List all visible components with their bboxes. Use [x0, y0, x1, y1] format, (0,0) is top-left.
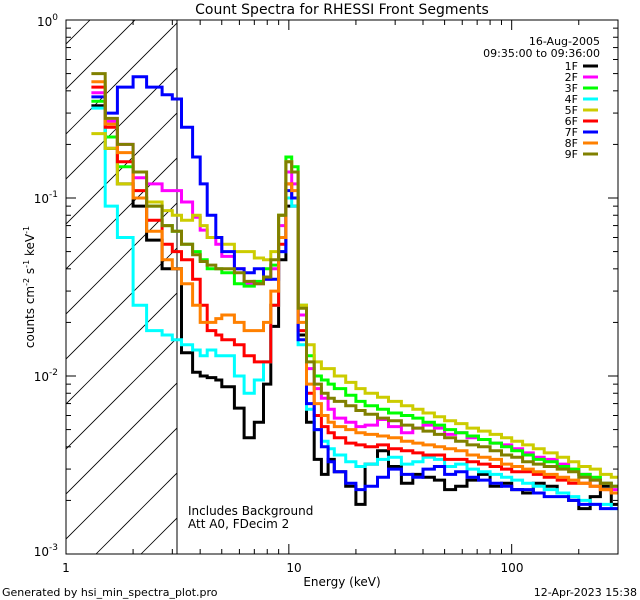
legend-label-7f: 7F	[565, 126, 578, 139]
footer-timestamp: 12-Apr-2023 15:38	[534, 586, 637, 599]
series-9f	[91, 72, 618, 488]
hatch-line	[66, 427, 177, 540]
hatch-line	[66, 112, 177, 225]
legend-label-6f: 6F	[565, 115, 578, 128]
legend-label-3f: 3F	[565, 82, 578, 95]
y-tick-base-1e-2: 10	[34, 370, 49, 384]
hatch-line	[66, 337, 177, 450]
hatch-line	[66, 157, 177, 270]
annotation-background: Includes Background	[188, 504, 313, 518]
series-2f	[91, 91, 618, 492]
hatch-line	[66, 382, 177, 495]
y-tick-exp-1e-3: -3	[49, 543, 58, 553]
series-4f	[91, 106, 618, 511]
y-tick-base-1e0: 10	[37, 15, 52, 29]
x-tick-label-1: 1	[62, 561, 70, 575]
series-7f	[91, 75, 618, 511]
y-tick-label-1e-2: 10-2	[34, 368, 58, 384]
series-3f	[91, 99, 618, 488]
legend-label-5f: 5F	[565, 104, 578, 117]
legend-label-4f: 4F	[565, 93, 578, 106]
y-axis-label: counts cm-2 s-1 keV-1	[22, 226, 37, 348]
legend-label-1f: 1F	[565, 60, 578, 73]
chart-title: Count Spectra for RHESSI Front Segments	[195, 2, 489, 18]
y-tick-label-1e-3: 10-3	[34, 543, 58, 559]
hatch-line	[66, 247, 177, 360]
x-axis-label: Energy (keV)	[303, 575, 380, 589]
x-tick-label-100: 100	[501, 561, 524, 575]
legend-label-2f: 2F	[565, 71, 578, 84]
y-tick-exp-1e-2: -2	[49, 368, 58, 378]
y-tick-exp-1e-1: -1	[49, 190, 58, 200]
y-tick-exp-1e0: 0	[52, 13, 58, 23]
annotation-attenuator: Att A0, FDecim 2	[188, 517, 289, 531]
hatch-line	[66, 20, 136, 90]
series-8f	[91, 80, 618, 495]
series-5f	[91, 132, 618, 479]
hatch-line	[66, 22, 177, 135]
footer-generated-by: Generated by hsi_min_spectra_plot.pro	[2, 586, 218, 599]
y-tick-base-1e-1: 10	[34, 192, 49, 206]
y-tick-label-1e0: 100	[37, 13, 58, 29]
legend-label-8f: 8F	[565, 137, 578, 150]
legend-label-9f: 9F	[565, 148, 578, 161]
low-energy-hatched-region	[66, 20, 177, 554]
hatch-line	[95, 472, 177, 554]
x-tick-label-10: 10	[286, 561, 301, 575]
hatch-line	[66, 292, 177, 405]
y-tick-base-1e-3: 10	[34, 545, 49, 559]
time-range-label: 09:35:00 to 09:36:00	[483, 47, 600, 60]
date-label: 16-Aug-2005	[529, 35, 600, 48]
y-tick-label-1e-1: 10-1	[34, 190, 58, 206]
hatch-line	[66, 202, 177, 315]
series-6f	[91, 85, 618, 495]
plot-frame	[65, 19, 619, 555]
